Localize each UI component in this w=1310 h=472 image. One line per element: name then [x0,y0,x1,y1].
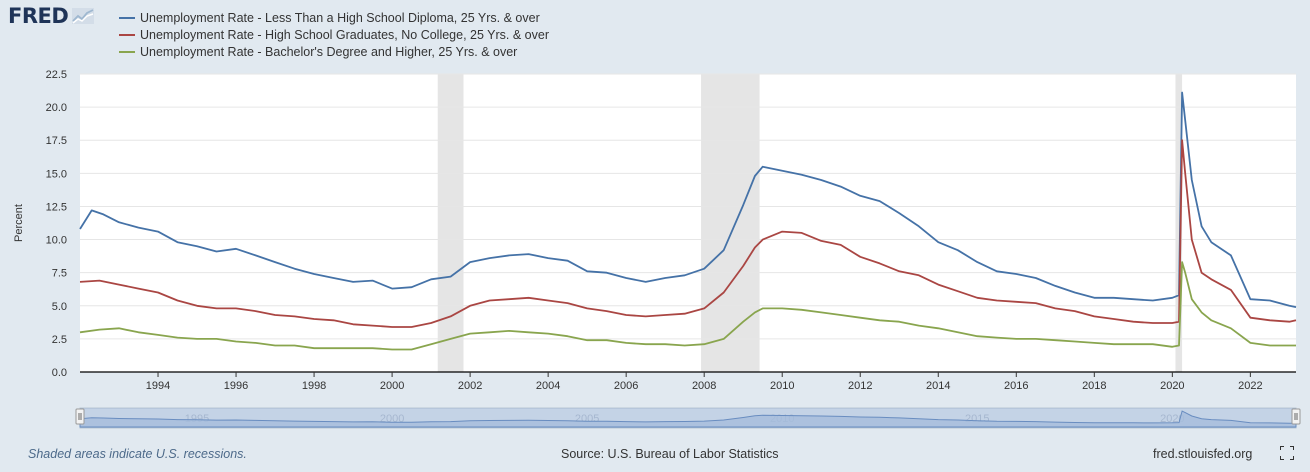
fred-logo-text: FRED [8,4,69,28]
recession-shading [437,74,464,372]
navigator-selection[interactable] [80,408,1296,428]
x-tick-label: 2000 [380,380,404,392]
x-tick-label: 2012 [848,380,872,392]
x-tick-label: 2022 [1238,380,1262,392]
x-tick-label: 2006 [614,380,638,392]
graph-icon [72,8,95,24]
navigator-series-area [79,410,1297,428]
x-tick-label: 2020 [1160,380,1184,392]
recession-shading [701,74,760,372]
series-line-1[interactable] [79,139,1297,328]
y-tick-label: 22.5 [46,69,67,81]
legend-label: Unemployment Rate - High School Graduate… [140,27,549,42]
chart-header: FRED Unemployment Rate - Less Than a Hig… [0,0,1310,66]
legend-item-bachelors-degree[interactable]: Unemployment Rate - Bachelor's Degree an… [119,43,549,60]
series-line-2[interactable] [79,261,1296,351]
recession-shading [1175,74,1183,372]
y-tick-label: 5.0 [52,301,67,313]
x-tick-label: 2016 [1004,380,1028,392]
x-tick-label: 2004 [536,380,560,392]
source-credit: Source: U.S. Bureau of Labor Statistics [561,447,779,461]
fullscreen-icon[interactable] [1280,446,1294,460]
chart-footer: Shaded areas indicate U.S. recessions. S… [0,440,1310,468]
fred-logo[interactable]: FRED [8,4,95,28]
y-axis-label: Percent [13,204,25,242]
legend-swatch [119,50,135,53]
y-tick-label: 15.0 [46,168,67,180]
y-tick-label: 7.5 [52,268,67,280]
x-tick-label: 1996 [224,380,248,392]
legend-item-high-school-graduates[interactable]: Unemployment Rate - High School Graduate… [119,26,549,43]
navigator-year-label: 2020 [1160,413,1184,425]
y-tick-label: 12.5 [46,201,67,213]
x-tick-label: 2008 [692,380,716,392]
legend-swatch [119,33,135,36]
y-tick-label: 10.0 [46,235,67,247]
x-tick-label: 1994 [146,380,170,392]
line-chart[interactable]: 0.0 2.5 5.0 7.5 10.0 12.5 15.0 17.5 20.0 22.5 1994… [0,66,1310,438]
x-tick-label: 1998 [302,380,326,392]
y-tick-label: 2.5 [52,334,67,346]
legend-swatch [119,16,135,19]
series-line-0[interactable] [79,91,1297,308]
plot-background [80,74,1296,372]
y-tick-label: 0.0 [52,367,67,379]
chart-legend: Unemployment Rate - Less Than a High Sch… [119,9,549,60]
x-tick-label: 2014 [926,380,950,392]
legend-label: Unemployment Rate - Bachelor's Degree an… [140,44,518,59]
navigator-left-handle[interactable] [75,408,85,425]
fred-url-link[interactable]: fred.stlouisfed.org [1153,447,1253,461]
navigator-right-handle[interactable] [1291,408,1301,425]
legend-item-less-than-high-school[interactable]: Unemployment Rate - Less Than a High Sch… [119,9,549,26]
x-tick-label: 2002 [458,380,482,392]
x-tick-label: 2018 [1082,380,1106,392]
x-tick-label: 2010 [770,380,794,392]
y-tick-label: 17.5 [46,135,67,147]
recession-note: Shaded areas indicate U.S. recessions. [28,447,247,461]
y-tick-label: 20.0 [46,102,67,114]
legend-label: Unemployment Rate - Less Than a High Sch… [140,10,540,25]
